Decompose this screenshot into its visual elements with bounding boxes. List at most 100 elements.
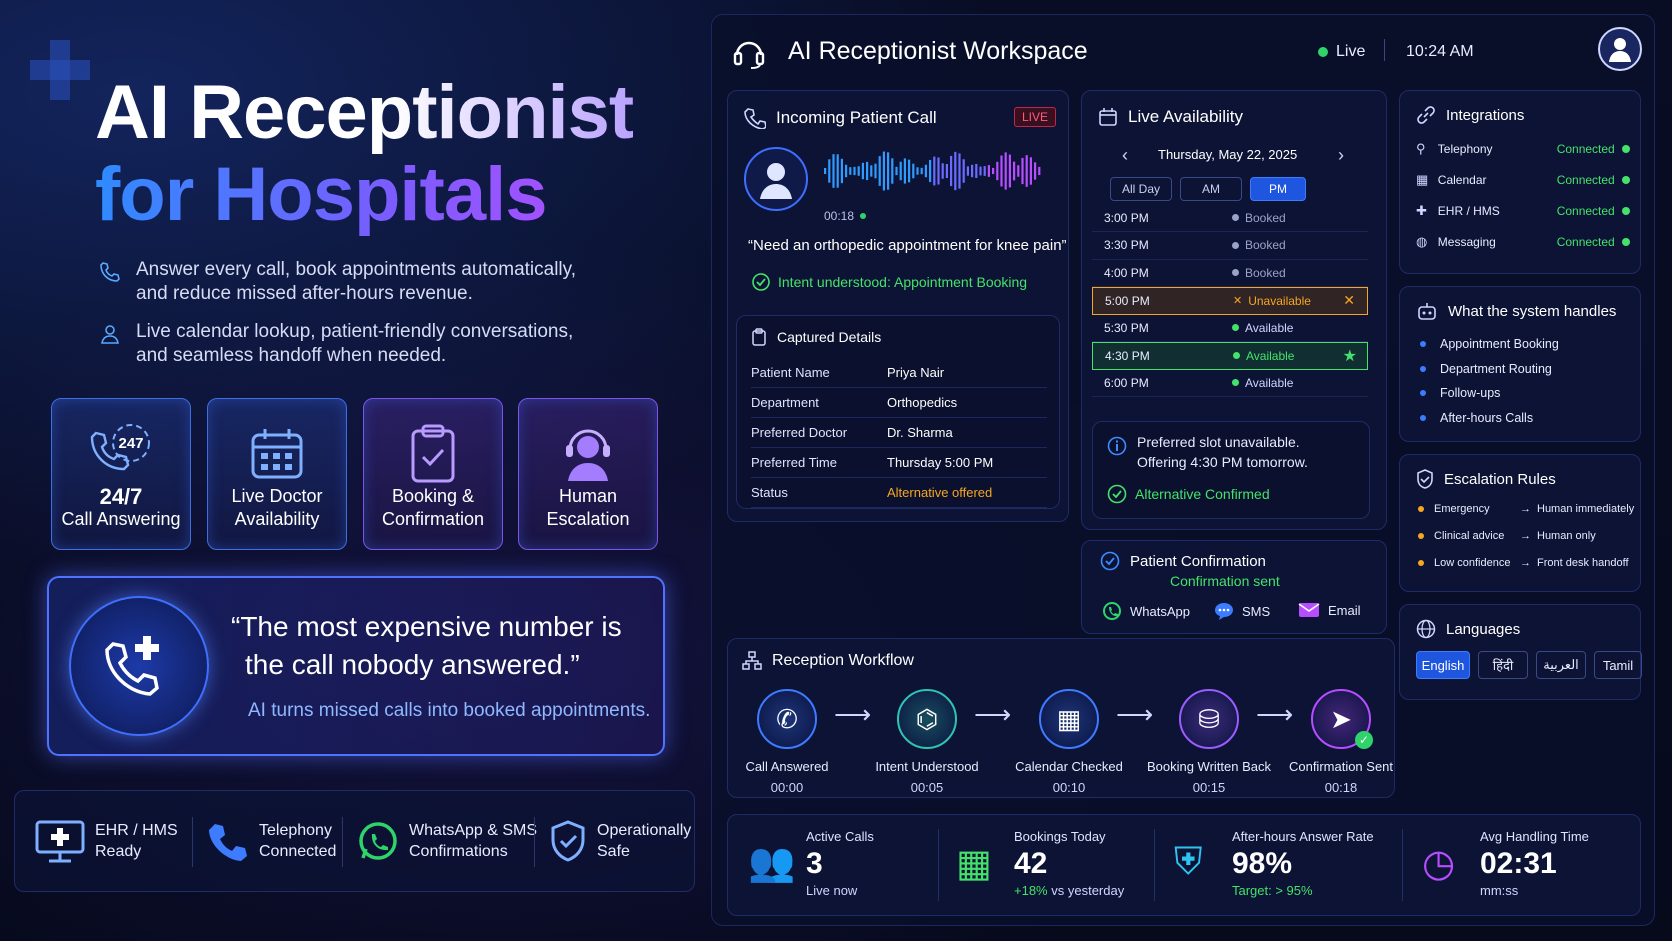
channel-whatsapp[interactable]: WhatsApp <box>1102 601 1190 621</box>
time-slot[interactable]: 3:30 PM Booked <box>1092 232 1368 260</box>
arrow-right-icon: → <box>1520 503 1531 515</box>
bullet-icon <box>1420 390 1426 396</box>
waveform-bar <box>849 167 852 175</box>
strip-telephony-l2: Connected <box>259 843 337 860</box>
link-icon <box>1417 106 1435 124</box>
status-dot-icon <box>1232 324 1239 331</box>
slot-note: Preferred slot unavailable. Offering 4:3… <box>1092 421 1370 519</box>
escalation-rule: Emergency → Human immediately <box>1418 503 1634 515</box>
waveform-bar <box>887 152 890 190</box>
close-icon[interactable]: ✕ <box>1343 292 1355 308</box>
language-chip[interactable]: Tamil <box>1594 651 1642 679</box>
workflow-step: ✆ Call Answered 00:00 <box>722 689 852 795</box>
time-slot[interactable]: 5:30 PM Available <box>1092 314 1368 342</box>
languages-title: Languages <box>1446 620 1521 638</box>
channel-sms-label: SMS <box>1242 603 1271 619</box>
workspace-title: AI Receptionist Workspace <box>788 37 1088 65</box>
channel-sms[interactable]: SMS <box>1214 601 1270 621</box>
time-slot[interactable]: 4:00 PM Booked <box>1092 259 1368 287</box>
time-slot[interactable]: 4:30 PM Available ★ <box>1092 341 1368 370</box>
x-icon: ✕ <box>1233 295 1243 307</box>
tab-am[interactable]: AM <box>1180 177 1242 201</box>
handles-header: What the system handles <box>1416 301 1616 321</box>
escalation-action: Human only <box>1537 530 1596 542</box>
slot-time: 6:00 PM <box>1104 375 1149 390</box>
call-timer-text: 00:18 <box>824 209 855 223</box>
slot-status: Available <box>1233 349 1294 363</box>
incoming-call-header: Incoming Patient Call <box>744 107 937 129</box>
waveform-bar <box>983 166 986 176</box>
detail-value: Priya Nair <box>887 365 945 380</box>
waveform-bar <box>954 151 957 191</box>
slot-status-text: Booked <box>1245 210 1286 225</box>
card-booking: Booking & Confirmation <box>363 398 503 550</box>
escalation-trigger: Low confidence <box>1434 557 1511 569</box>
alternative-confirmed: Alternative Confirmed <box>1107 484 1270 504</box>
slot-status: Booked <box>1232 211 1286 225</box>
handles-item: Department Routing <box>1420 362 1552 376</box>
patient-confirmation-title: Patient Confirmation <box>1130 552 1266 570</box>
metric-delta: +18% <box>1014 883 1048 898</box>
detail-value: Alternative offered <box>887 485 993 500</box>
shield-check-icon <box>1417 469 1433 489</box>
handles-title: What the system handles <box>1448 302 1617 320</box>
ehrhms-icon: ✚ <box>1416 203 1427 218</box>
prev-date-button[interactable]: ‹ <box>1122 145 1128 165</box>
workflow-title: Reception Workflow <box>772 652 914 669</box>
workflow-step-icon: ⛁ <box>1179 689 1239 749</box>
waveform-bar <box>1029 157 1032 185</box>
whatsapp-icon <box>359 822 397 860</box>
metric-sub-text: Target: > 95% <box>1232 883 1313 898</box>
waveform-bar <box>861 162 864 180</box>
call-timer: 00:18 <box>824 209 867 223</box>
workflow-step-time: 00:15 <box>1192 780 1226 795</box>
time-slot[interactable]: 3:00 PM Booked <box>1092 204 1368 232</box>
tab-pm[interactable]: PM <box>1250 177 1306 201</box>
status-dot-icon <box>1622 145 1630 153</box>
waveform-bar <box>958 153 961 189</box>
language-chip[interactable]: العربية <box>1536 651 1586 679</box>
people-icon: 👥 <box>748 842 796 884</box>
integration-status: Connected <box>1556 173 1615 187</box>
time-slot[interactable]: 5:00 PM ✕ Unavailable ✕ <box>1092 286 1368 315</box>
globe-icon <box>1416 619 1436 639</box>
waveform-bar <box>1034 162 1037 180</box>
strip-whatsapp: WhatsApp & SMS Confirmations <box>357 791 537 891</box>
shield-check-icon <box>551 820 585 862</box>
handles-item: Appointment Booking <box>1420 337 1559 351</box>
detail-row: Patient Name Priya Nair <box>751 358 1047 388</box>
status-dot-icon <box>1622 176 1630 184</box>
channel-whatsapp-label: WhatsApp <box>1130 603 1190 619</box>
phone-24-7-icon: 247 <box>52 421 190 485</box>
waveform-bar <box>941 163 944 179</box>
calendar-icon <box>208 421 346 485</box>
tab-all-day[interactable]: All Day <box>1110 177 1172 201</box>
workflow-step-label: Intent Understood <box>875 759 979 774</box>
integrations-panel: Integrations ⚲ Telephony Connected ▦ Calenda… <box>1399 90 1641 274</box>
bullet-icon <box>1418 506 1424 512</box>
slot-status-text: Available <box>1245 320 1294 335</box>
card-24-7-sub: Call Answering <box>61 509 181 529</box>
slot-time: 5:00 PM <box>1105 293 1150 308</box>
waveform-bar <box>929 159 932 183</box>
card-24-7: 247 24/7 Call Answering <box>51 398 191 550</box>
workflow-step: ▦ Calendar Checked 00:10 <box>1004 689 1134 795</box>
language-chip[interactable]: हिंदी <box>1478 651 1528 679</box>
detail-value: Thursday 5:00 PM <box>887 455 994 470</box>
bullet-icon <box>1420 341 1426 347</box>
languages-panel: Languages English हिंदी العربية Tamil <box>1399 604 1642 700</box>
slot-status: Available <box>1232 376 1293 390</box>
user-icon <box>98 322 122 368</box>
card-doctor-title: Live Doctor <box>231 486 323 506</box>
language-chip[interactable]: English <box>1416 651 1470 679</box>
brain-icon: ⌬ <box>915 703 939 734</box>
detail-label: Department <box>751 395 819 410</box>
avatar[interactable] <box>1598 27 1642 71</box>
card-booking-sub: Confirmation <box>381 509 485 529</box>
escalation-action: Human immediately <box>1537 503 1635 515</box>
time-slot[interactable]: 6:00 PM Available <box>1092 369 1368 397</box>
channel-email[interactable]: Email <box>1298 601 1361 619</box>
next-date-button[interactable]: › <box>1338 145 1344 165</box>
check-circle-icon <box>752 273 770 291</box>
bullet-icon <box>1418 560 1424 566</box>
